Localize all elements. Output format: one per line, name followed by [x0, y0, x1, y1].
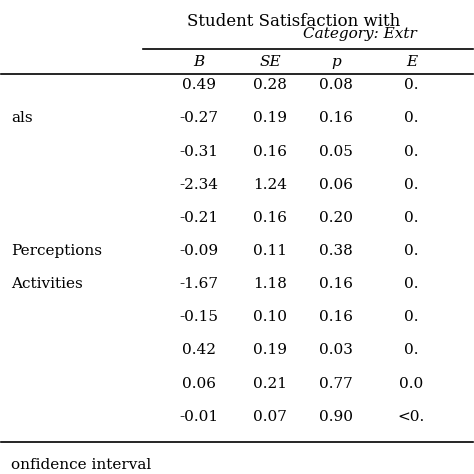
Text: 1.18: 1.18	[253, 277, 287, 291]
Text: 0.16: 0.16	[253, 145, 287, 158]
Text: Perceptions: Perceptions	[11, 244, 102, 258]
Text: 0.: 0.	[404, 310, 419, 324]
Text: 0.08: 0.08	[319, 78, 353, 92]
Text: 0.: 0.	[404, 178, 419, 191]
Text: 0.20: 0.20	[319, 211, 353, 225]
Text: -0.21: -0.21	[180, 211, 219, 225]
Text: 0.03: 0.03	[319, 344, 353, 357]
Text: 0.16: 0.16	[253, 211, 287, 225]
Text: 0.07: 0.07	[253, 410, 287, 424]
Text: <0.: <0.	[398, 410, 425, 424]
Text: Student Satisfaction with: Student Satisfaction with	[187, 13, 400, 30]
Text: 0.16: 0.16	[319, 310, 353, 324]
Text: 0.42: 0.42	[182, 344, 216, 357]
Text: 0.16: 0.16	[319, 111, 353, 125]
Text: 0.19: 0.19	[253, 111, 287, 125]
Text: 0.: 0.	[404, 344, 419, 357]
Text: 0.: 0.	[404, 145, 419, 158]
Text: 0.06: 0.06	[182, 377, 216, 391]
Text: als: als	[11, 111, 32, 125]
Text: onfidence interval: onfidence interval	[11, 458, 151, 472]
Text: E: E	[406, 55, 417, 69]
Text: 0.0: 0.0	[399, 377, 423, 391]
Text: 0.38: 0.38	[319, 244, 353, 258]
Text: B: B	[194, 55, 205, 69]
Text: SE: SE	[259, 55, 281, 69]
Text: 0.10: 0.10	[253, 310, 287, 324]
Text: 0.: 0.	[404, 111, 419, 125]
Text: -0.27: -0.27	[180, 111, 219, 125]
Text: 0.11: 0.11	[253, 244, 287, 258]
Text: 0.: 0.	[404, 277, 419, 291]
Text: 0.28: 0.28	[253, 78, 287, 92]
Text: -2.34: -2.34	[180, 178, 219, 191]
Text: 0.19: 0.19	[253, 344, 287, 357]
Text: 0.: 0.	[404, 78, 419, 92]
Text: -0.09: -0.09	[180, 244, 219, 258]
Text: 0.: 0.	[404, 244, 419, 258]
Text: Activities: Activities	[11, 277, 82, 291]
Text: 0.: 0.	[404, 211, 419, 225]
Text: 0.05: 0.05	[319, 145, 353, 158]
Text: 0.21: 0.21	[253, 377, 287, 391]
Text: p: p	[331, 55, 341, 69]
Text: 1.24: 1.24	[253, 178, 287, 191]
Text: Category: Extr: Category: Extr	[302, 27, 416, 41]
Text: -0.01: -0.01	[180, 410, 219, 424]
Text: 0.49: 0.49	[182, 78, 216, 92]
Text: -0.15: -0.15	[180, 310, 219, 324]
Text: -1.67: -1.67	[180, 277, 219, 291]
Text: 0.16: 0.16	[319, 277, 353, 291]
Text: 0.90: 0.90	[319, 410, 353, 424]
Text: 0.06: 0.06	[319, 178, 353, 191]
Text: -0.31: -0.31	[180, 145, 219, 158]
Text: 0.77: 0.77	[319, 377, 353, 391]
